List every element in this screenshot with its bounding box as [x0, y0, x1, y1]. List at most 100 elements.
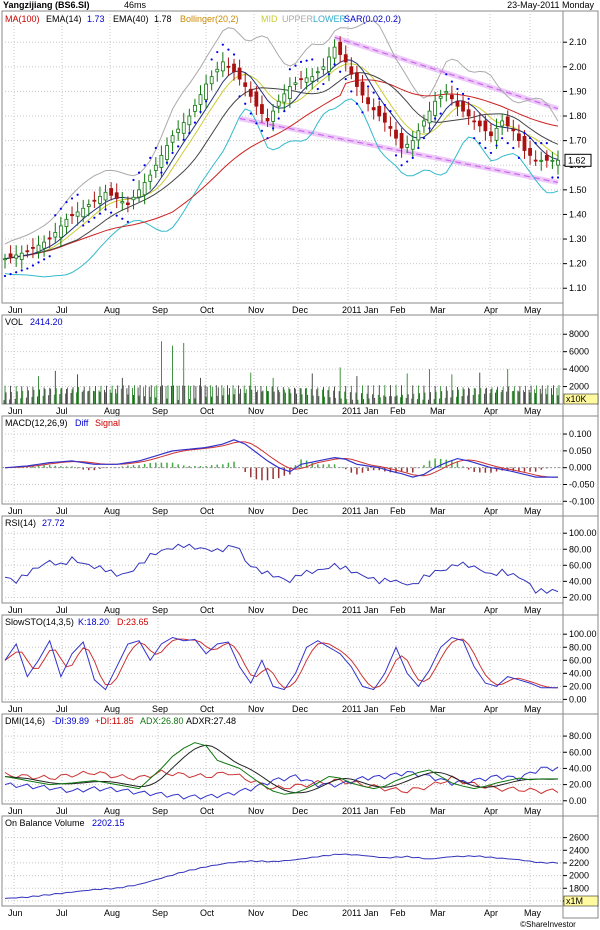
sar-dot	[160, 171, 163, 174]
candle-body	[109, 188, 114, 196]
candle-body	[254, 91, 259, 107]
candle-body	[248, 88, 253, 97]
candle-body	[366, 97, 370, 105]
candle-body	[522, 136, 527, 151]
price-legend-item: Bollinger(20,2)	[180, 14, 239, 24]
candle-body	[321, 66, 326, 70]
sar-dot	[277, 117, 280, 120]
candle-body	[505, 116, 510, 127]
sar-dot	[528, 137, 532, 140]
candle-body	[58, 225, 63, 238]
sar-dot	[31, 264, 35, 267]
sar-dot	[473, 137, 476, 140]
x-tick-label: Feb	[390, 704, 406, 714]
candle-body	[271, 110, 276, 122]
candle-body	[304, 77, 309, 83]
x-tick-label: 2011 Jan	[342, 406, 378, 416]
sar-dot	[182, 138, 185, 141]
x-tick-label: Apr	[484, 908, 498, 918]
x-tick-label: Nov	[248, 506, 265, 516]
sar-dot	[350, 90, 353, 93]
candle-body	[427, 110, 432, 124]
slowsto-y-tick-label: 40.00	[569, 668, 592, 678]
sar-dot	[43, 258, 46, 261]
slowsto-d-line	[4, 638, 558, 689]
x-tick-label: May	[524, 704, 542, 714]
x-tick-label: Jul	[56, 305, 68, 315]
x-tick-label: Oct	[200, 704, 215, 714]
sar-dot	[54, 214, 57, 217]
candle-body	[310, 76, 315, 82]
sar-dot	[48, 255, 51, 258]
dmi-adxr-value: ADXR:27.48	[186, 716, 236, 726]
slowsto-y-tick-label: 20.00	[569, 681, 592, 691]
sar-dot	[545, 141, 548, 145]
obv-y-tick-label: 2000	[569, 871, 589, 881]
sar-dot	[378, 97, 381, 100]
date-label: 23-May-2011 Monday	[507, 0, 594, 10]
x-tick-label: Dec	[292, 305, 309, 315]
x-tick-label: Feb	[390, 605, 406, 615]
sar-dot	[255, 122, 258, 125]
sar-dot	[193, 121, 197, 124]
x-tick-label: 2011 Jan	[342, 704, 378, 714]
macd-y-tick-label: 0.100	[569, 429, 592, 439]
candle-body	[8, 253, 13, 258]
dmi-plus-di-value: +DI:11.85	[95, 716, 134, 726]
candle-body	[405, 143, 410, 148]
dmi-label: DMI(14,6)	[5, 716, 45, 726]
macd-panel	[1, 415, 564, 505]
sar-dot	[283, 110, 286, 113]
candle-body	[276, 100, 281, 107]
sar-dot	[439, 112, 442, 115]
rsi-panel-axis	[562, 515, 599, 616]
sar-dot	[450, 80, 453, 83]
sar-dot	[417, 146, 420, 150]
rsi-line	[4, 543, 559, 594]
sar-dot	[366, 85, 370, 88]
x-tick-label: Jun	[8, 806, 23, 816]
candle-body	[449, 94, 454, 100]
rsi-panel	[1, 515, 564, 604]
rsi-y-tick-label: 60.00	[569, 560, 592, 570]
x-tick-label: Aug	[104, 908, 120, 918]
candle-body	[3, 258, 7, 261]
x-tick-label: Mar	[430, 605, 446, 615]
obv-unit-label: x1M	[566, 896, 583, 906]
x-tick-label: Sep	[152, 305, 168, 315]
price-legend-item: SAR(0.02,0.2)	[344, 14, 401, 24]
x-tick-label: Sep	[152, 605, 168, 615]
sar-dot	[333, 63, 336, 66]
sar-dot	[299, 60, 303, 64]
dmi-y-tick-label: 0.00	[569, 796, 587, 806]
x-tick-label: Dec	[292, 908, 309, 918]
sar-dot	[517, 156, 520, 159]
x-tick-label: Nov	[248, 704, 265, 714]
slowsto-y-tick-label: 0.00	[569, 694, 587, 704]
x-tick-label: Jul	[56, 506, 68, 516]
price-y-tick-label: 1.50	[569, 185, 587, 195]
sar-dot	[523, 132, 526, 135]
price-y-tick-label: 1.30	[569, 234, 587, 244]
candle-body	[455, 100, 460, 107]
candle-body	[360, 81, 365, 96]
sar-dot	[149, 156, 152, 159]
candle-body	[438, 95, 443, 99]
candle-body	[489, 131, 493, 137]
bollinger-mid-line	[4, 63, 559, 260]
timing-label: 46ms	[124, 0, 147, 10]
price-y-tick-label: 1.90	[569, 86, 587, 96]
x-tick-label: May	[524, 908, 542, 918]
sar-dot	[143, 164, 146, 167]
candle-body	[483, 120, 488, 132]
candle-body	[399, 133, 404, 149]
price-legend-item: 1.73	[87, 14, 105, 24]
candle-body	[327, 56, 331, 72]
sar-dot	[82, 224, 85, 227]
obv-y-tick-label: 1800	[569, 883, 589, 893]
x-tick-label: Jun	[8, 406, 23, 416]
sar-dot	[37, 261, 40, 264]
candle-body	[293, 82, 298, 85]
price-legend-item: MA(100)	[5, 14, 40, 24]
x-tick-label: Sep	[152, 806, 168, 816]
